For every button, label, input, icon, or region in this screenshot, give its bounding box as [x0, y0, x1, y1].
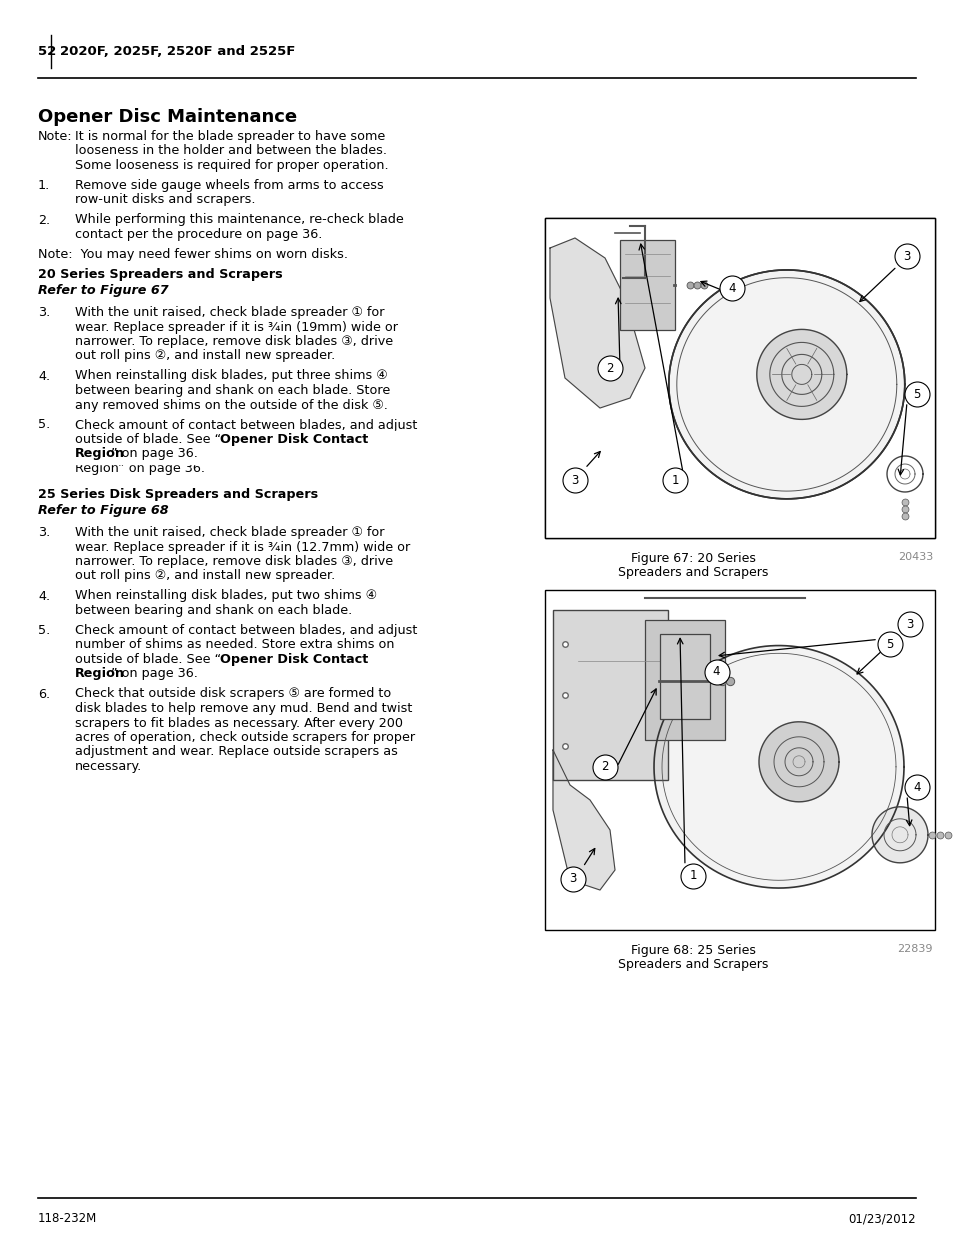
Text: row-unit disks and scrapers.: row-unit disks and scrapers.: [75, 194, 255, 206]
Text: 2020F, 2025F, 2520F and 2525F: 2020F, 2025F, 2520F and 2525F: [60, 44, 295, 58]
Text: Spreaders and Scrapers: Spreaders and Scrapers: [618, 958, 767, 971]
Polygon shape: [553, 750, 615, 890]
Polygon shape: [550, 238, 644, 408]
Text: 22839: 22839: [897, 944, 932, 953]
Text: While performing this maintenance, re-check blade: While performing this maintenance, re-ch…: [75, 214, 403, 226]
Text: outside of blade. See “: outside of blade. See “: [75, 653, 221, 666]
Text: 5: 5: [885, 638, 893, 651]
Text: 52: 52: [38, 44, 56, 58]
Bar: [544, 219, 934, 538]
Text: Region” on page 36.: Region” on page 36.: [75, 462, 205, 475]
Text: Opener Disk Contact: Opener Disk Contact: [220, 433, 368, 446]
Text: any removed shims on the outside of the disk ⑤.: any removed shims on the outside of the …: [75, 399, 388, 411]
Text: Refer to Figure 68: Refer to Figure 68: [38, 504, 169, 517]
Text: Remove side gauge wheels from arms to access: Remove side gauge wheels from arms to ac…: [75, 179, 383, 191]
Text: ” on page 36.: ” on page 36.: [111, 667, 197, 680]
Text: When reinstalling disk blades, put two shims ④: When reinstalling disk blades, put two s…: [75, 589, 376, 603]
Text: 5.: 5.: [38, 419, 51, 431]
Text: 20433: 20433: [897, 552, 932, 562]
Text: ” on page 36.: ” on page 36.: [111, 447, 197, 461]
Text: Figure 68: 25 Series: Figure 68: 25 Series: [630, 944, 755, 957]
Text: narrower. To replace, remove disk blades ③, drive: narrower. To replace, remove disk blades…: [75, 555, 393, 568]
Text: outside of blade. See “Opener Disk Contact: outside of blade. See “Opener Disk Conta…: [75, 447, 354, 461]
Polygon shape: [759, 721, 838, 802]
Text: 4.: 4.: [38, 589, 51, 603]
Text: Figure 67: 20 Series: Figure 67: 20 Series: [630, 552, 755, 564]
Text: 01/23/2012: 01/23/2012: [847, 1212, 915, 1225]
Text: disk blades to help remove any mud. Bend and twist: disk blades to help remove any mud. Bend…: [75, 701, 412, 715]
Text: Opener Disk Contact: Opener Disk Contact: [220, 653, 368, 666]
Bar: [659, 635, 709, 719]
Text: Region: Region: [75, 447, 125, 461]
Text: 2: 2: [605, 362, 613, 375]
Text: 1: 1: [671, 474, 678, 487]
Bar: [544, 590, 934, 930]
Text: Some looseness is required for proper operation.: Some looseness is required for proper op…: [75, 159, 388, 172]
Text: number of shims as needed. Store extra shims on: number of shims as needed. Store extra s…: [75, 433, 395, 446]
Text: When reinstalling disk blades, put three shims ④: When reinstalling disk blades, put three…: [75, 369, 387, 383]
Text: looseness in the holder and between the blades.: looseness in the holder and between the …: [75, 144, 387, 158]
Text: Refer to Figure 67: Refer to Figure 67: [38, 284, 169, 296]
Text: Spreaders and Scrapers: Spreaders and Scrapers: [618, 566, 767, 579]
Text: Opener Disc Maintenance: Opener Disc Maintenance: [38, 107, 296, 126]
Polygon shape: [756, 330, 846, 420]
Text: 118-232M: 118-232M: [38, 1212, 97, 1225]
Text: outside of blade. See “: outside of blade. See “: [75, 433, 221, 446]
Text: between bearing and shank on each blade.: between bearing and shank on each blade.: [75, 604, 352, 618]
Text: 4.: 4.: [38, 369, 51, 383]
Text: Check amount of contact between blades, and adjust: Check amount of contact between blades, …: [75, 419, 417, 431]
Bar: [644, 620, 724, 740]
Text: between bearing and shank on each blade. Store: between bearing and shank on each blade.…: [75, 384, 390, 396]
Text: 3: 3: [569, 872, 576, 885]
Text: Check amount of contact between blades, and adjust: Check amount of contact between blades, …: [75, 624, 417, 637]
Text: 3.: 3.: [38, 306, 51, 319]
Text: Note:: Note:: [38, 130, 72, 143]
Text: 2: 2: [600, 761, 608, 773]
Text: 2.: 2.: [38, 214, 51, 226]
Text: wear. Replace spreader if it is ¾in (19mm) wide or: wear. Replace spreader if it is ¾in (19m…: [75, 321, 397, 333]
Text: 4: 4: [912, 781, 920, 794]
Text: 25 Series Disk Spreaders and Scrapers: 25 Series Disk Spreaders and Scrapers: [38, 488, 317, 501]
Text: 5.: 5.: [38, 624, 51, 637]
Text: 3: 3: [905, 618, 913, 631]
Bar: [553, 610, 667, 781]
Text: 1: 1: [688, 869, 696, 882]
Text: number of shims as needed. Store extra shims on: number of shims as needed. Store extra s…: [75, 638, 395, 652]
Text: wear. Replace spreader if it is ¾in (12.7mm) wide or: wear. Replace spreader if it is ¾in (12.…: [75, 541, 410, 553]
Text: Region: Region: [75, 667, 125, 680]
Text: 5: 5: [912, 388, 920, 400]
Polygon shape: [654, 646, 903, 888]
Bar: [73, 431, 473, 464]
Text: It is normal for the blade spreader to have some: It is normal for the blade spreader to h…: [75, 130, 385, 143]
Text: narrower. To replace, remove disk blades ③, drive: narrower. To replace, remove disk blades…: [75, 335, 393, 348]
Bar: [619, 240, 675, 330]
Text: adjustment and wear. Replace outside scrapers as: adjustment and wear. Replace outside scr…: [75, 746, 397, 758]
Polygon shape: [871, 806, 927, 863]
Text: contact per the procedure on page 36.: contact per the procedure on page 36.: [75, 228, 322, 241]
Text: Check that outside disk scrapers ⑤ are formed to: Check that outside disk scrapers ⑤ are f…: [75, 688, 391, 700]
Text: 4: 4: [728, 282, 735, 295]
Text: 6.: 6.: [38, 688, 51, 700]
Text: necessary.: necessary.: [75, 760, 142, 773]
Text: out roll pins ②, and install new spreader.: out roll pins ②, and install new spreade…: [75, 350, 335, 363]
Polygon shape: [668, 270, 903, 499]
Text: out roll pins ②, and install new spreader.: out roll pins ②, and install new spreade…: [75, 569, 335, 583]
Text: 1.: 1.: [38, 179, 51, 191]
Text: scrapers to fit blades as necessary. After every 200: scrapers to fit blades as necessary. Aft…: [75, 716, 402, 730]
Text: 3: 3: [902, 249, 910, 263]
Text: 4: 4: [712, 666, 720, 678]
Text: 3: 3: [571, 474, 578, 487]
Text: With the unit raised, check blade spreader ① for: With the unit raised, check blade spread…: [75, 526, 384, 538]
Text: 20 Series Spreaders and Scrapers: 20 Series Spreaders and Scrapers: [38, 268, 282, 282]
Text: 3.: 3.: [38, 526, 51, 538]
Bar: [544, 219, 934, 538]
Text: With the unit raised, check blade spreader ① for: With the unit raised, check blade spread…: [75, 306, 384, 319]
Text: acres of operation, check outside scrapers for proper: acres of operation, check outside scrape…: [75, 731, 415, 743]
Text: Note:  You may need fewer shims on worn disks.: Note: You may need fewer shims on worn d…: [38, 248, 348, 261]
